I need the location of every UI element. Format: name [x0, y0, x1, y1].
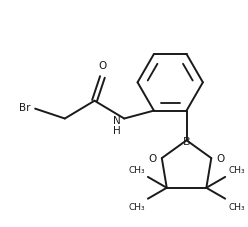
- Text: CH₃: CH₃: [228, 202, 245, 211]
- Text: CH₃: CH₃: [128, 202, 145, 211]
- Text: B: B: [183, 137, 190, 147]
- Text: CH₃: CH₃: [128, 165, 145, 174]
- Text: O: O: [149, 153, 157, 163]
- Text: N: N: [114, 115, 121, 125]
- Text: O: O: [216, 153, 224, 163]
- Text: CH₃: CH₃: [228, 165, 245, 174]
- Text: O: O: [98, 61, 107, 71]
- Text: Br: Br: [19, 102, 30, 112]
- Text: H: H: [114, 126, 121, 136]
